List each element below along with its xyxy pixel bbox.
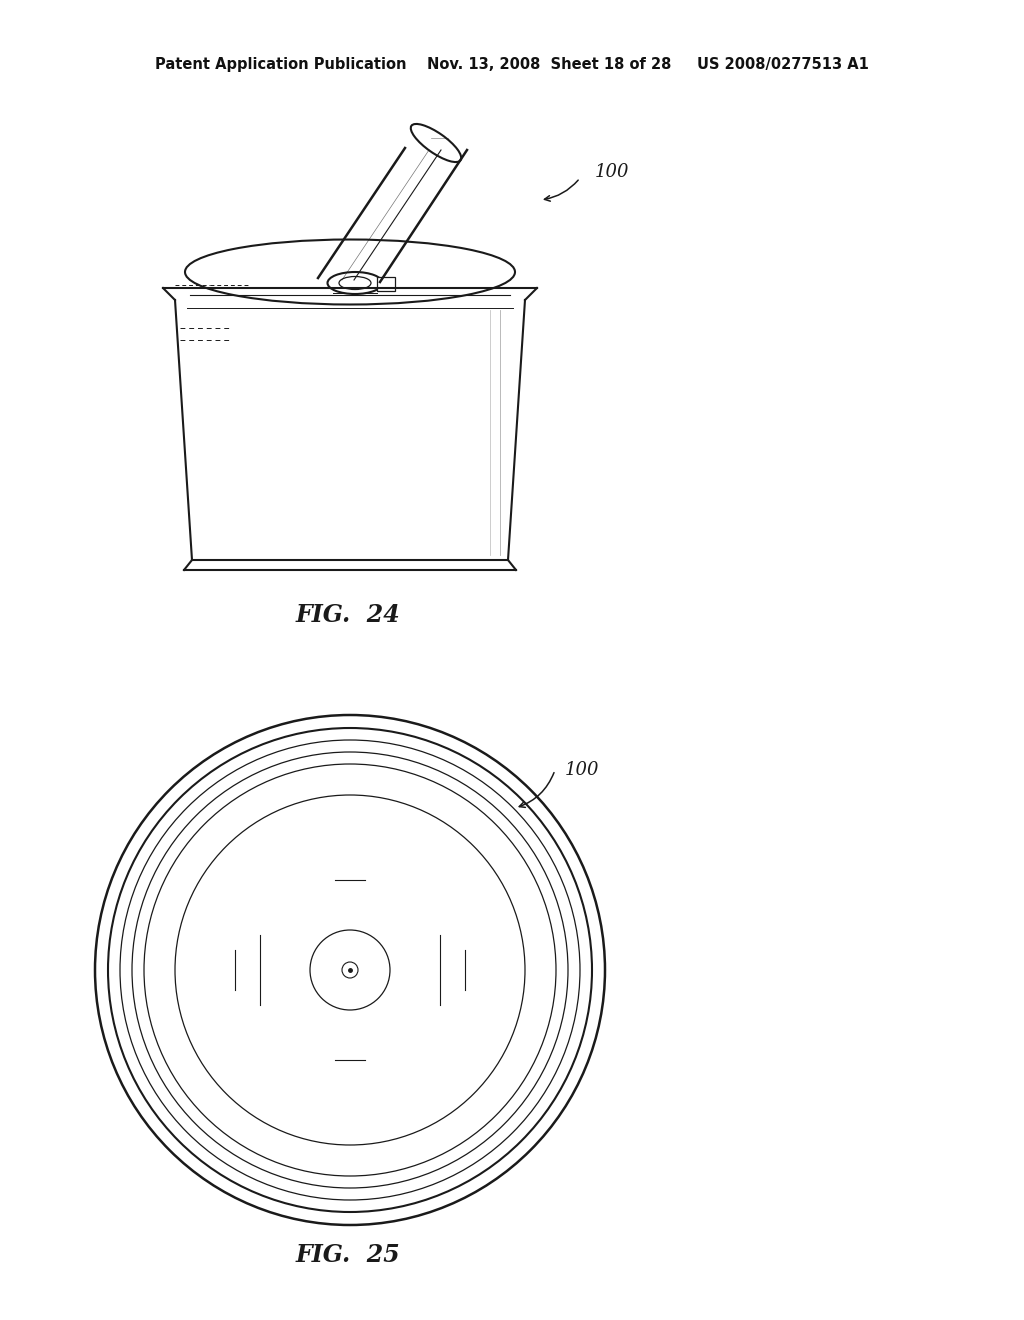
Text: FIG.  25: FIG. 25 xyxy=(296,1243,400,1267)
Ellipse shape xyxy=(185,239,515,305)
Text: 100: 100 xyxy=(565,762,599,779)
Ellipse shape xyxy=(339,276,371,289)
Text: Patent Application Publication    Nov. 13, 2008  Sheet 18 of 28     US 2008/0277: Patent Application Publication Nov. 13, … xyxy=(155,58,869,73)
FancyBboxPatch shape xyxy=(377,277,395,290)
Text: FIG.  24: FIG. 24 xyxy=(296,603,400,627)
Ellipse shape xyxy=(328,272,383,294)
Text: 100: 100 xyxy=(595,162,630,181)
Ellipse shape xyxy=(411,124,461,162)
